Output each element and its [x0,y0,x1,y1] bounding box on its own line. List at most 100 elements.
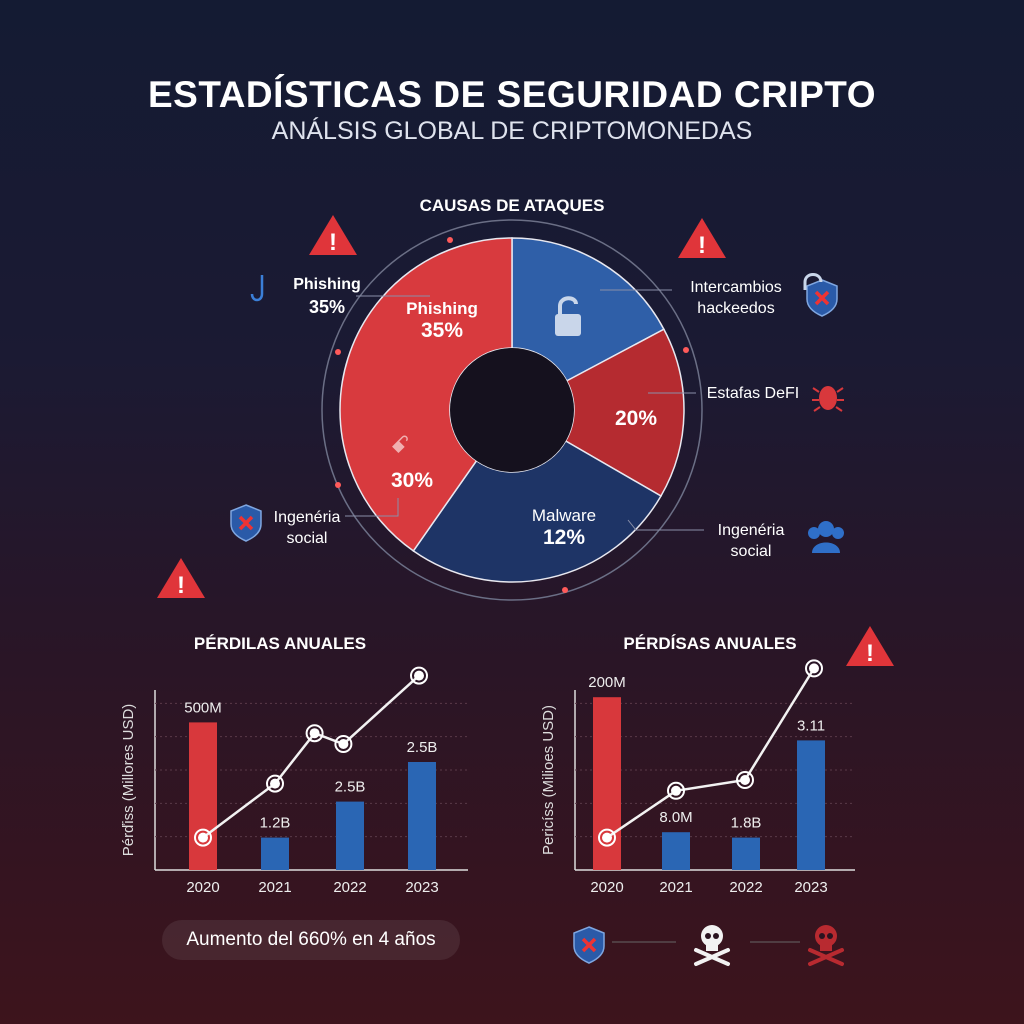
trend-point [198,832,208,843]
warning-mark: ! [698,232,706,259]
pie-title: CAUSAS DE ATAQUES [419,196,605,215]
shield-x-icon [806,279,838,317]
glow-dot [335,349,341,355]
bar [189,722,217,870]
trend-point-ring [266,774,284,793]
x-tick-label: 2023 [405,879,438,896]
callout-defi: Estafas DeFI [706,385,800,402]
bar-label: 2.5B [335,779,366,796]
pie-outer-ring [321,219,703,601]
y-axis-label: Pérďiss (Millores USD) [120,704,137,857]
trend-point [338,739,349,749]
eye [827,933,833,939]
user-body [812,542,840,553]
warning-triangle [846,626,894,666]
donut-hole [450,348,574,472]
trend-point-ring [194,828,212,847]
warning-icon: ! [678,218,726,259]
trend-point-ring [736,771,754,789]
warning-mark: ! [177,572,185,599]
trend-point [671,785,681,796]
callout-exchanges: Intercambios hackeedos [690,279,782,317]
bar-label: 3.11 [797,717,825,734]
bar [336,801,364,870]
bar-label: 1.8B [731,815,762,832]
bar-right-title: PÉRDÍSAS ANUALES [623,634,797,653]
bar-left-title: PÉRDILAS ANUALES [193,634,367,653]
x-mark [238,515,254,531]
callout-social-left: Ingenéria social [273,509,341,547]
jaw [706,944,718,951]
bar [593,697,621,870]
trend-point [309,728,320,739]
user-head [832,527,844,539]
bar [408,762,436,870]
shield-x-icon [573,926,605,964]
user-head [818,521,834,537]
lock-body [555,314,581,336]
bug-legs [812,387,844,412]
x-mark [814,290,830,306]
trend-point [740,775,750,785]
bar-chart-left: 500M 2020 1.2B 2021 2.5B 2022 2.5B 2023 Pérďiss … [120,666,468,896]
eye [713,933,719,939]
trend-point [414,670,424,681]
bar-label: 8.0M [659,809,692,826]
skull-crossbones-icon [694,925,730,966]
bug-body [819,386,837,410]
trend-point [270,778,280,789]
page-subtitle: ANÁLSIS GLOBAL DE CRIPTOMONEDAS [271,117,753,145]
bar [662,832,690,870]
bar [732,837,760,870]
icons: ! !!! ꗃ [157,215,894,966]
crossbones [808,948,844,966]
x-tick-label: 2021 [258,879,291,896]
warning-mark: ! [329,229,337,256]
trend-point-ring [805,659,823,678]
glow-dot [562,587,568,593]
trend-point-ring [305,724,324,743]
x-tick-label: 2022 [729,879,762,896]
slice-label-malware: Malware 12% [531,506,597,549]
glow-dot [683,347,689,353]
warning-triangle [309,215,357,255]
x-mark [581,937,597,953]
slice-label-phishing: Phishing 35% [406,299,478,342]
trend-point-ring [334,735,353,753]
trend-point-ring [410,666,428,685]
crossbones [694,948,730,966]
callout-line [345,498,399,517]
callout-line [627,519,704,531]
x-tick-label: 2021 [659,879,692,896]
lock-shackle [558,296,578,314]
trend-line [606,667,816,839]
callout-phishing: Phishing 35% [293,276,361,317]
user-head [808,527,820,539]
page-title: ESTADÍSTICAS DE SEGURIDAD CRIPTO [148,74,876,115]
skull [701,925,723,947]
bar [261,837,289,870]
warning-triangle [157,558,205,598]
x-tick-label: 2022 [333,879,366,896]
users-icon [808,521,844,553]
x-tick-label: 2023 [794,879,827,896]
trend-point [809,663,819,674]
trend-point [602,832,612,843]
jaw [820,944,832,951]
bar-label: 2.5B [407,739,438,756]
lock-shackle [803,273,823,290]
bar-chart-right: 200M 2020 8.0M 2021 1.8B 2022 3.11 2023 Pericíss… [540,659,855,896]
fishing-hook-icon [250,275,264,302]
bar-label: 200M [588,674,626,691]
lock-icon [555,296,581,336]
bar-label: 500M [184,699,222,716]
skull-crossbones-icon [808,925,844,966]
warning-mark: ! [866,640,874,667]
slice-label-30: 30% [390,469,434,492]
donut-chart [321,219,704,601]
growth-badge: Aumento del 660% en 4 años [162,920,460,960]
unlock-icon [803,273,823,290]
skull [815,925,837,947]
bug-icon [812,386,844,412]
